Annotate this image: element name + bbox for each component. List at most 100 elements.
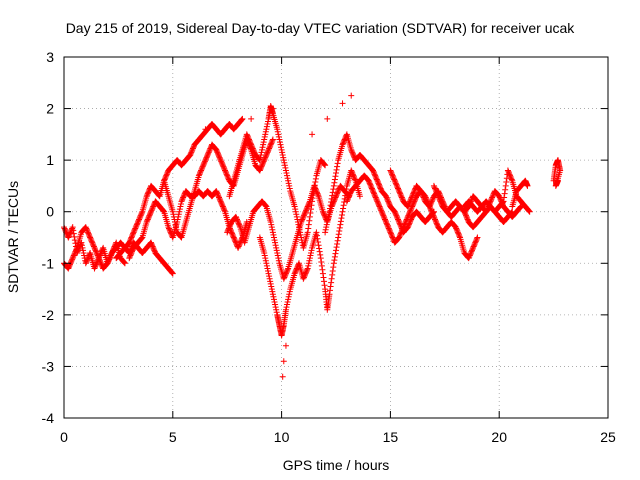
data-point: [83, 226, 90, 233]
data-point: [281, 274, 288, 281]
y-tick-label: 1: [46, 152, 54, 168]
data-point: [94, 251, 101, 258]
data-point: [198, 166, 205, 173]
data-point: [369, 186, 376, 193]
data-point: [274, 128, 281, 135]
data-point: [291, 203, 298, 210]
data-point: [428, 198, 435, 205]
data-point: [262, 257, 269, 264]
data-point: [402, 220, 409, 227]
data-point: [320, 210, 327, 217]
data-point: [281, 273, 288, 280]
data-point: [189, 145, 196, 152]
data-point: [162, 175, 169, 182]
data-point: [86, 231, 93, 238]
data-point: [431, 215, 438, 222]
data-point: [93, 248, 100, 255]
data-point: [266, 275, 273, 282]
data-point: [312, 185, 319, 192]
outlier-point: [282, 342, 289, 349]
data-point: [321, 282, 328, 289]
data-point: [217, 197, 224, 204]
data-point: [403, 217, 410, 224]
data-point: [505, 168, 512, 175]
data-point: [370, 189, 377, 196]
data-point: [393, 182, 400, 189]
data-point: [235, 220, 242, 227]
data-point: [383, 219, 390, 226]
data-point: [373, 176, 380, 183]
data-point: [262, 131, 269, 138]
data-point: [301, 273, 308, 280]
data-point: [89, 239, 96, 246]
data-point: [313, 232, 320, 239]
data-point: [133, 222, 140, 229]
data-points: [61, 92, 564, 380]
data-point: [554, 177, 561, 184]
data-point: [329, 192, 336, 199]
data-point: [92, 264, 99, 271]
data-point: [317, 251, 324, 258]
data-point: [432, 216, 439, 223]
track-arc-14: [509, 177, 531, 210]
data-point: [221, 207, 228, 214]
data-point: [177, 233, 184, 240]
data-point: [466, 252, 473, 259]
data-point: [397, 231, 404, 238]
data-point: [231, 235, 238, 242]
data-point: [377, 185, 384, 192]
data-point: [268, 283, 275, 290]
data-point: [136, 216, 143, 223]
data-point: [170, 211, 177, 218]
data-point: [393, 213, 400, 220]
data-point: [395, 216, 402, 223]
data-point: [283, 269, 290, 276]
data-point: [272, 239, 279, 246]
data-point: [170, 213, 177, 220]
data-point: [70, 253, 77, 260]
data-point: [262, 128, 269, 135]
data-point: [270, 231, 277, 238]
data-point: [230, 233, 237, 240]
data-point: [390, 173, 397, 180]
data-point: [303, 206, 310, 213]
data-point: [316, 245, 323, 252]
data-point: [386, 200, 393, 207]
data-point: [163, 171, 170, 178]
data-point: [129, 231, 136, 238]
data-point: [340, 205, 347, 212]
data-point: [324, 219, 331, 226]
data-point: [138, 235, 145, 242]
data-point: [356, 193, 363, 200]
data-point: [396, 189, 403, 196]
data-point: [420, 194, 427, 201]
data-point: [314, 235, 321, 242]
data-point: [226, 222, 233, 229]
data-point: [369, 188, 376, 195]
data-point: [401, 221, 408, 228]
data-point: [453, 225, 460, 232]
data-point: [381, 216, 388, 223]
data-point: [260, 141, 267, 148]
data-point: [220, 204, 227, 211]
data-point: [330, 182, 337, 189]
data-point: [278, 144, 285, 151]
data-point: [197, 168, 204, 175]
data-point: [500, 199, 507, 206]
data-point: [284, 175, 291, 182]
outlier-point: [248, 115, 255, 122]
data-point: [200, 161, 207, 168]
data-point: [501, 190, 508, 197]
data-point: [105, 257, 112, 264]
data-point: [313, 189, 320, 196]
data-point: [94, 252, 101, 259]
data-point: [275, 257, 282, 264]
data-point: [276, 136, 283, 143]
data-point: [388, 231, 395, 238]
data-point: [433, 189, 440, 196]
data-point: [239, 115, 246, 122]
data-point: [376, 182, 383, 189]
data-point: [248, 142, 255, 149]
data-point: [221, 166, 228, 173]
data-point: [179, 197, 186, 204]
